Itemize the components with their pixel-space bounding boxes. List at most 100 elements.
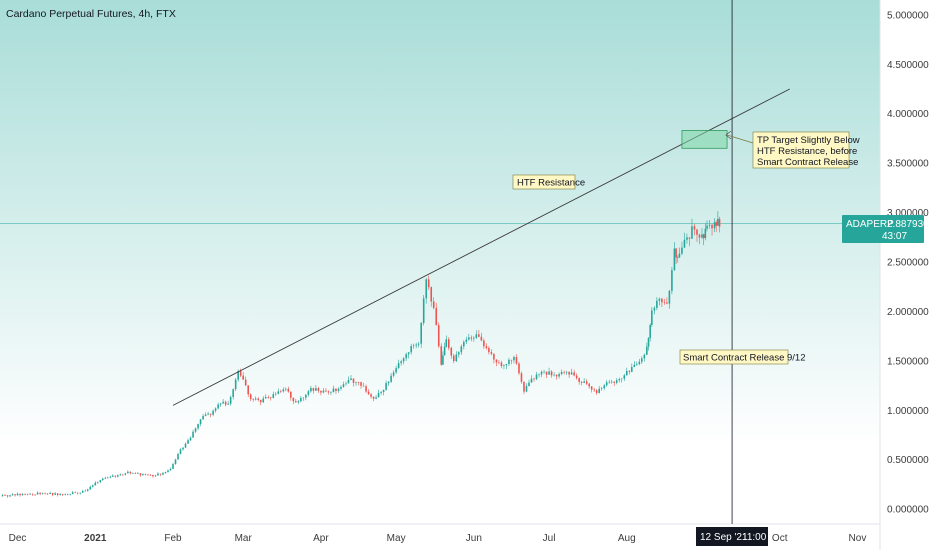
candle-body (683, 239, 686, 248)
candle-body (415, 344, 417, 346)
candle-body (500, 362, 503, 367)
x-tick-label: Jun (466, 533, 482, 544)
candle-body (91, 485, 94, 487)
candle-body (79, 492, 82, 494)
candle-body (580, 381, 583, 383)
htf-resistance-text: HTF Resistance (517, 178, 585, 189)
candle-body (535, 374, 538, 380)
candle-body (129, 471, 132, 474)
candle-body (267, 397, 270, 398)
candle-body (127, 471, 129, 474)
candle-body (352, 378, 355, 383)
candle-body (157, 473, 159, 476)
candle-body (89, 486, 92, 490)
candle-body (335, 388, 337, 392)
candle-body (658, 298, 661, 301)
current-price-tag[interactable]: ADAPERP 2.887930 43:07 (842, 215, 929, 243)
candle-body (538, 374, 540, 376)
candle-body (573, 372, 575, 376)
candle-body (717, 218, 719, 226)
candle-body (350, 378, 352, 381)
candle-body (578, 378, 580, 382)
candle-body (307, 391, 310, 395)
candle-body (686, 237, 688, 240)
candle-body (259, 399, 262, 403)
candle-body (430, 287, 433, 302)
crosshair-date-label: 12 Sep '21 11:00 (696, 527, 768, 546)
candle-body (387, 381, 390, 384)
candle-body (503, 365, 505, 367)
candle-body (285, 388, 287, 390)
htf-resistance-label[interactable]: HTF Resistance (512, 174, 585, 190)
candle-body (282, 389, 285, 392)
candle-body (520, 373, 523, 382)
candle-body (422, 298, 425, 323)
candle-body (174, 459, 177, 465)
candle-body (6, 495, 9, 497)
candle-body (164, 472, 167, 473)
candle-body (29, 493, 31, 495)
candle-body (696, 229, 698, 235)
candle-body (661, 298, 663, 303)
candle-body (257, 398, 260, 400)
candle-body (189, 437, 192, 441)
candle-body (192, 431, 194, 438)
candle-body (144, 474, 147, 475)
candle-body (244, 379, 247, 386)
x-tick-label: Mar (235, 533, 253, 544)
price-tag-countdown: 43:07 (882, 231, 907, 242)
y-tick-label: 5.000000 (887, 10, 929, 21)
candle-body (533, 378, 535, 380)
y-tick-label: 1.000000 (887, 406, 929, 417)
y-tick-label: 1.500000 (887, 356, 929, 367)
candle-body (71, 492, 74, 495)
candle-body (81, 491, 84, 493)
tp-target-line-3: Smart Contract Release (757, 157, 858, 168)
candle-body (636, 364, 638, 365)
candle-body (325, 390, 327, 392)
candle-body (16, 493, 19, 496)
candle-body (41, 493, 44, 494)
candle-body (167, 470, 169, 473)
candle-body (558, 374, 560, 377)
x-tick-label: May (387, 533, 406, 544)
candle-body (124, 473, 127, 475)
candle-body (330, 392, 332, 393)
y-tick-label: 4.500000 (887, 60, 929, 71)
candle-body (24, 493, 26, 495)
candle-body (704, 228, 707, 239)
candle-body (367, 391, 370, 395)
candle-body (620, 378, 623, 380)
smart-contract-label[interactable]: Smart Contract Release 9/12 (679, 349, 806, 365)
candle-body (61, 494, 64, 495)
candle-body (590, 386, 593, 390)
candle-body (638, 361, 641, 365)
candle-body (197, 424, 199, 429)
candle-body (688, 237, 691, 239)
candle-body (137, 473, 139, 474)
candle-body (247, 385, 250, 395)
candle-body (560, 372, 563, 375)
candle-body (56, 493, 59, 495)
price-axis-panel[interactable] (880, 0, 932, 550)
chart-title: Cardano Perpetual Futures, 4h, FTX (6, 8, 176, 20)
candle-body (691, 226, 693, 239)
candle-body (493, 353, 495, 360)
candle-body (615, 380, 618, 383)
candle-body (184, 443, 187, 448)
x-tick-label: Feb (164, 533, 182, 544)
candle-body (525, 385, 528, 392)
candle-body (588, 383, 590, 387)
candle-body (530, 378, 533, 383)
candle-body (649, 324, 651, 339)
candle-body (252, 399, 255, 400)
x-tick-label: Apr (313, 533, 329, 544)
candle-body (675, 248, 677, 258)
candle-body (342, 384, 345, 387)
tp-target-note[interactable]: TP Target Slightly Below HTF Resistance,… (725, 130, 860, 169)
tp-target-connector (726, 134, 754, 144)
candle-body (162, 472, 164, 475)
candle-body (44, 493, 46, 494)
